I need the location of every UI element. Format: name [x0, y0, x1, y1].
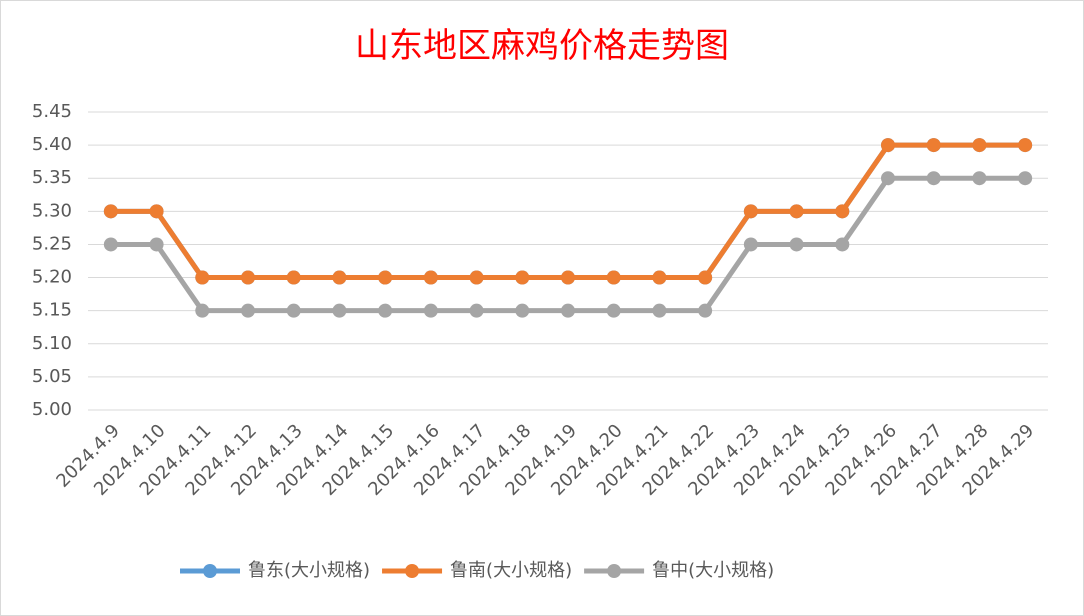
data-point	[561, 303, 575, 318]
data-point	[606, 303, 621, 318]
data-point	[972, 138, 987, 153]
data-point	[103, 204, 118, 219]
data-point	[378, 270, 393, 285]
data-point	[652, 303, 667, 318]
data-point	[789, 204, 804, 219]
legend-marker	[405, 564, 420, 578]
data-point	[469, 270, 484, 285]
chart-title: 山东地区麻鸡价格走势图	[355, 26, 729, 66]
legend-marker	[203, 564, 217, 578]
legend-marker	[607, 564, 622, 578]
data-point	[378, 303, 393, 318]
data-point	[149, 204, 164, 219]
data-point	[881, 171, 895, 186]
data-point	[469, 303, 484, 318]
y-tick-label: 5.25	[32, 233, 72, 254]
data-point	[332, 303, 347, 318]
data-point	[835, 204, 850, 219]
data-point	[515, 270, 530, 285]
data-point	[103, 237, 118, 252]
data-point	[743, 237, 758, 252]
data-point	[515, 303, 530, 318]
data-point	[286, 270, 301, 285]
data-point	[698, 303, 713, 318]
y-tick-label: 5.00	[32, 399, 72, 420]
data-point	[332, 270, 347, 285]
legend-label: 鲁中(大小规格)	[652, 560, 774, 581]
legend-label: 鲁东(大小规格)	[248, 560, 370, 581]
y-tick-label: 5.15	[32, 300, 72, 321]
y-tick-label: 5.35	[32, 167, 72, 188]
data-point	[195, 303, 210, 318]
data-point	[1018, 171, 1033, 186]
data-point	[1018, 138, 1033, 153]
data-point	[789, 237, 804, 252]
data-point	[423, 303, 438, 318]
legend-label: 鲁南(大小规格)	[450, 560, 572, 581]
y-tick-label: 5.30	[32, 200, 72, 221]
data-point	[835, 237, 850, 252]
data-point	[606, 270, 621, 285]
data-point	[286, 303, 301, 318]
y-tick-label: 5.40	[32, 134, 72, 155]
data-point	[926, 171, 941, 186]
data-point	[652, 270, 667, 285]
y-tick-label: 5.20	[32, 267, 72, 288]
data-point	[926, 138, 941, 153]
data-point	[149, 237, 164, 252]
data-point	[972, 171, 987, 186]
data-point	[743, 204, 758, 219]
data-point	[195, 270, 210, 285]
data-point	[241, 303, 255, 318]
data-point	[698, 270, 713, 285]
data-point	[561, 270, 575, 285]
data-point	[423, 270, 438, 285]
y-tick-label: 5.10	[32, 333, 72, 354]
data-point	[241, 270, 255, 285]
y-tick-label: 5.05	[32, 366, 72, 387]
data-point	[881, 138, 895, 153]
y-tick-label: 5.45	[32, 101, 72, 122]
